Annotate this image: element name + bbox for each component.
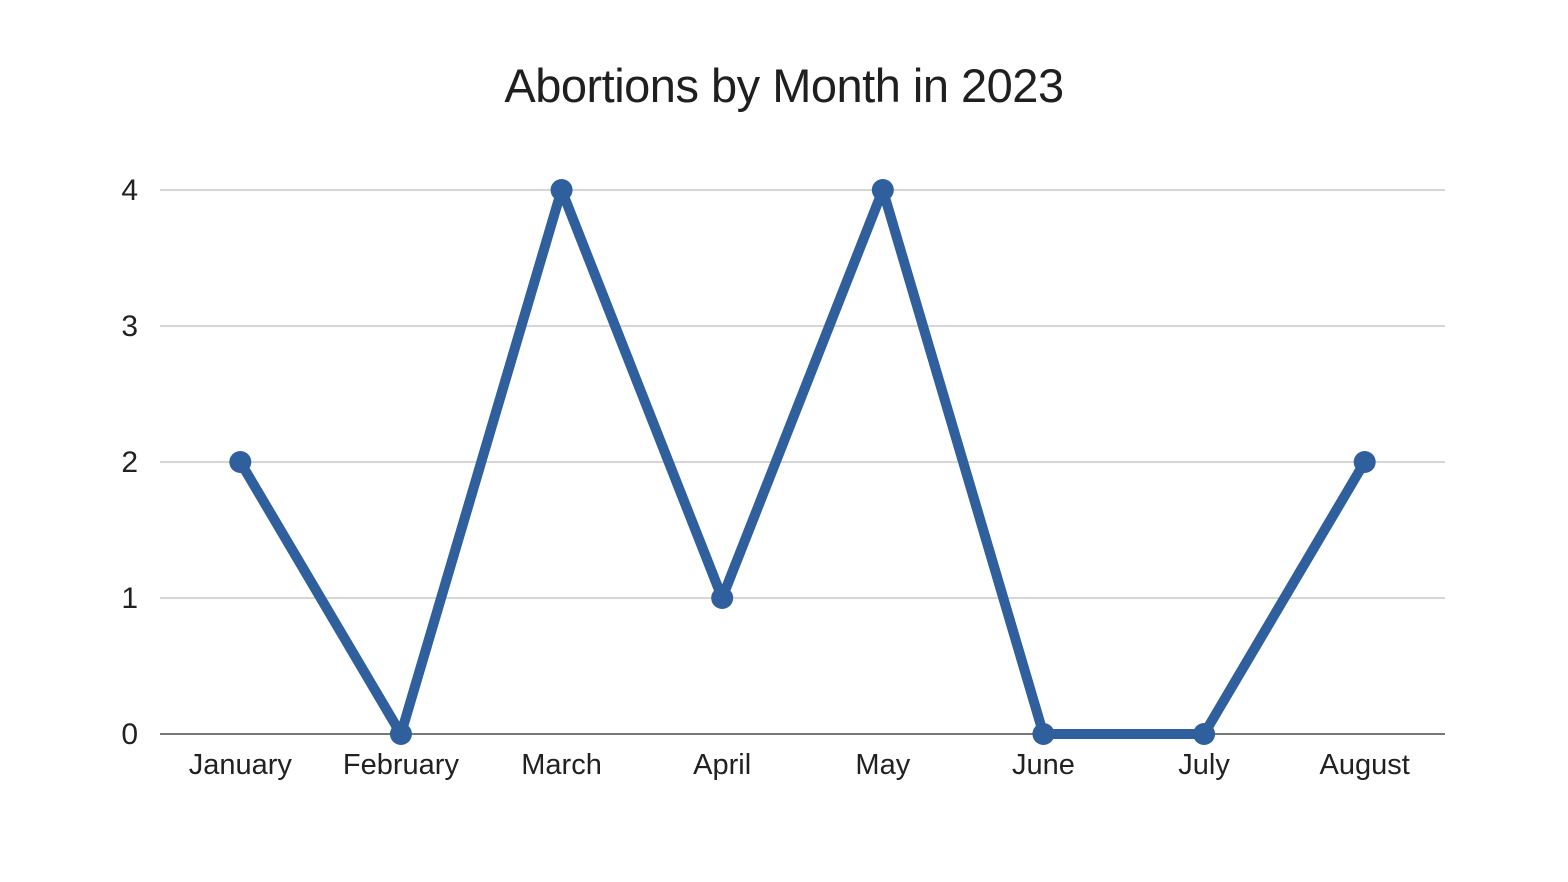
x-axis-label: May	[855, 749, 910, 781]
data-point-marker	[711, 587, 734, 609]
data-point-marker	[1193, 723, 1216, 745]
data-point-marker	[389, 723, 412, 745]
x-axis-label: June	[1012, 749, 1075, 781]
x-axis-label: March	[521, 749, 602, 781]
y-tick-label: 2	[121, 446, 138, 479]
data-point-marker	[1032, 723, 1055, 745]
y-tick-label: 1	[121, 582, 138, 615]
x-axis-label: August	[1320, 749, 1410, 781]
data-point-marker	[1353, 451, 1376, 473]
y-tick-label: 3	[121, 310, 138, 343]
chart-title: Abortions by Month in 2023	[504, 59, 1064, 112]
x-axis-label: July	[1178, 749, 1230, 781]
data-point-marker	[550, 179, 573, 201]
data-line	[235, 185, 1370, 739]
y-tick-label: 0	[121, 718, 138, 751]
data-point-marker	[229, 451, 252, 473]
x-axis-label: February	[343, 749, 460, 781]
y-tick-label: 4	[121, 174, 138, 207]
data-point-marker	[871, 179, 894, 201]
x-axis-label: April	[693, 749, 751, 781]
x-axis-label: January	[189, 749, 293, 781]
